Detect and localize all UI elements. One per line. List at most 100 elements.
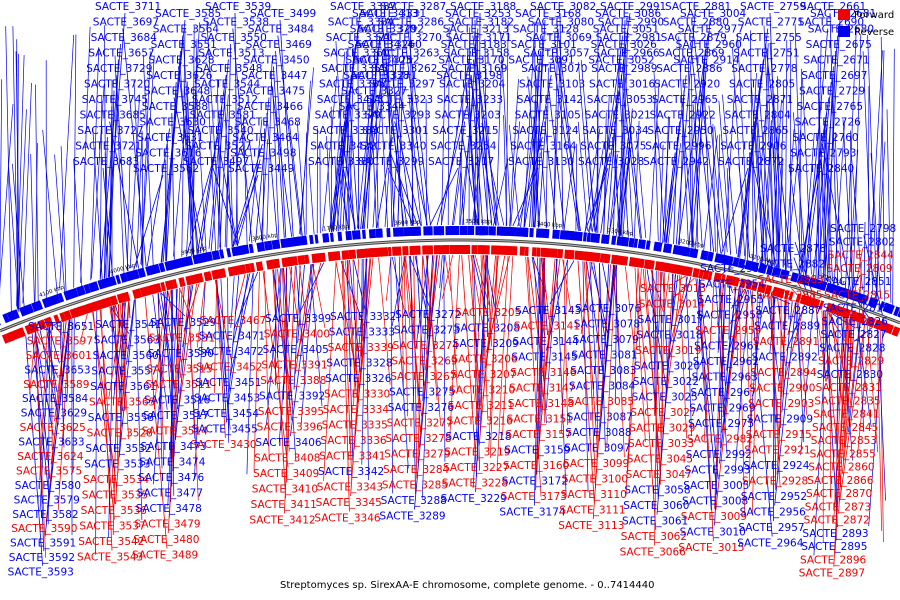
gene-label-bottom: SACTE_3532	[85, 443, 151, 455]
tick-label: 3200 kbp	[678, 239, 705, 250]
tick-label: 3800 kbp	[252, 232, 279, 242]
feature-line-top	[468, 27, 471, 226]
gene-label-top: SACTE_3130	[508, 156, 574, 168]
feature-line-top	[171, 112, 175, 260]
feature-line-top	[803, 132, 815, 279]
forward-gene-arrow	[524, 246, 529, 256]
feature-line-top	[133, 174, 164, 270]
feature-line-top	[16, 55, 25, 307]
feature-line-bottom	[215, 279, 226, 439]
feature-line-top	[266, 112, 278, 239]
gene-label-bottom: SACTE_3029	[629, 423, 695, 435]
feature-line-bottom	[796, 302, 805, 443]
feature-line-top	[472, 35, 499, 226]
gene-label-bottom: SACTE_2802	[829, 236, 895, 248]
feature-line-top	[345, 123, 352, 230]
gene-label-bottom: SACTE_3405	[263, 344, 329, 356]
reverse-gene-arrow	[737, 258, 746, 269]
gene-label-top: SACTE_3628	[148, 55, 214, 67]
gene-label-bottom: SACTE_3061	[622, 516, 688, 528]
forward-gene-arrow	[739, 278, 747, 289]
gene-label-top: SACTE_3217	[428, 156, 494, 168]
feature-line-bottom	[95, 310, 98, 555]
feature-line-top	[867, 35, 877, 296]
gene-label-bottom: SACTE_3406	[255, 437, 322, 449]
gene-label-bottom: SACTE_3412	[249, 515, 315, 527]
gene-label-bottom: SACTE_3025	[632, 392, 698, 404]
gene-label-bottom: SACTE_3563	[94, 335, 160, 347]
gene-label-bottom: SACTE_3430	[190, 439, 256, 451]
feature-line-top	[608, 158, 624, 237]
feature-line-top	[833, 123, 845, 288]
feature-line-top	[798, 68, 802, 275]
feature-line-top	[805, 28, 829, 276]
gene-label-bottom: SACTE_3033	[628, 438, 694, 450]
gene-label-bottom: SACTE_3113	[558, 520, 624, 532]
gene-label-top: SACTE_3513	[198, 48, 264, 60]
gene-label-bottom: SACTE_3345	[316, 497, 382, 509]
feature-line-top	[778, 86, 785, 270]
gene-label-top: SACTE_3004	[680, 8, 747, 20]
reverse-gene-arrow	[878, 301, 885, 311]
gene-label-bottom: SACTE_3015	[678, 542, 744, 554]
gene-label-bottom: SACTE_3536	[81, 505, 148, 517]
feature-line-top	[91, 83, 105, 279]
gene-label-bottom: SACTE_3279	[384, 449, 450, 461]
feature-line-top	[335, 41, 347, 232]
reverse-gene-arrow	[356, 230, 361, 240]
reverse-gene-arrow	[50, 293, 61, 305]
legend-reverse-swatch	[838, 26, 850, 37]
forward-gene-arrow	[1, 333, 9, 344]
gene-label-bottom: SACTE_3272	[395, 309, 461, 321]
forward-gene-arrow	[825, 302, 836, 314]
feature-line-bottom	[858, 322, 865, 433]
feature-line-bottom	[699, 278, 719, 480]
feature-line-top	[233, 174, 259, 247]
reverse-gene-arrow	[681, 246, 689, 257]
feature-line-bottom	[474, 255, 484, 401]
gene-label-bottom: SACTE_3535	[82, 490, 148, 502]
gene-label-top: SACTE_3499	[250, 8, 316, 20]
feature-line-bottom	[401, 256, 404, 393]
gene-label-top: SACTE_2989	[591, 63, 657, 75]
feature-line-top	[384, 134, 392, 227]
gene-label-top: SACTE_3550	[201, 32, 267, 44]
gene-label-bottom: SACTE_3160	[503, 460, 569, 472]
gene-label-bottom: SACTE_2964	[737, 538, 804, 550]
forward-gene-arrow	[471, 245, 478, 255]
feature-line-bottom	[59, 322, 65, 448]
gene-label-bottom: SACTE_3528	[87, 428, 153, 440]
feature-line-top	[523, 139, 534, 228]
forward-gene-arrow	[195, 272, 204, 284]
feature-line-bottom	[472, 255, 488, 489]
feature-line-bottom	[227, 277, 230, 443]
reverse-gene-arrow	[540, 228, 548, 239]
feature-line-bottom	[66, 319, 70, 403]
forward-gene-arrow	[795, 293, 802, 304]
reverse-gene-arrow	[57, 292, 65, 303]
feature-line-bottom	[297, 264, 305, 344]
gene-label-top: SACTE_2865	[722, 125, 788, 137]
reverse-gene-arrow	[309, 234, 314, 245]
gene-label-bottom: SACTE_3209	[453, 338, 519, 350]
feature-line-bottom	[309, 264, 323, 407]
map-caption: Streptomyces sp. SirexAA-E chromosome, c…	[280, 580, 655, 591]
feature-line-bottom	[715, 282, 728, 455]
feature-line-top	[90, 47, 100, 281]
feature-line-bottom	[734, 286, 739, 367]
feature-line-top	[270, 81, 293, 237]
feature-line-bottom	[278, 266, 293, 442]
gene-label-top: SACTE_3711	[95, 1, 161, 13]
gene-label-bottom: SACTE_3267	[390, 371, 456, 383]
feature-line-bottom	[833, 317, 845, 523]
feature-line-top	[166, 81, 177, 262]
gene-label-top: SACTE_3215	[432, 125, 498, 137]
feature-line-top	[398, 90, 428, 226]
feature-line-bottom	[729, 285, 733, 294]
gene-label-top: SACTE_3101	[511, 39, 577, 51]
reverse-gene-arrow	[256, 241, 266, 252]
feature-line-bottom	[176, 283, 197, 425]
legend-forward-swatch	[838, 9, 850, 20]
feature-line-top	[0, 79, 3, 300]
forward-gene-arrow	[859, 314, 866, 324]
